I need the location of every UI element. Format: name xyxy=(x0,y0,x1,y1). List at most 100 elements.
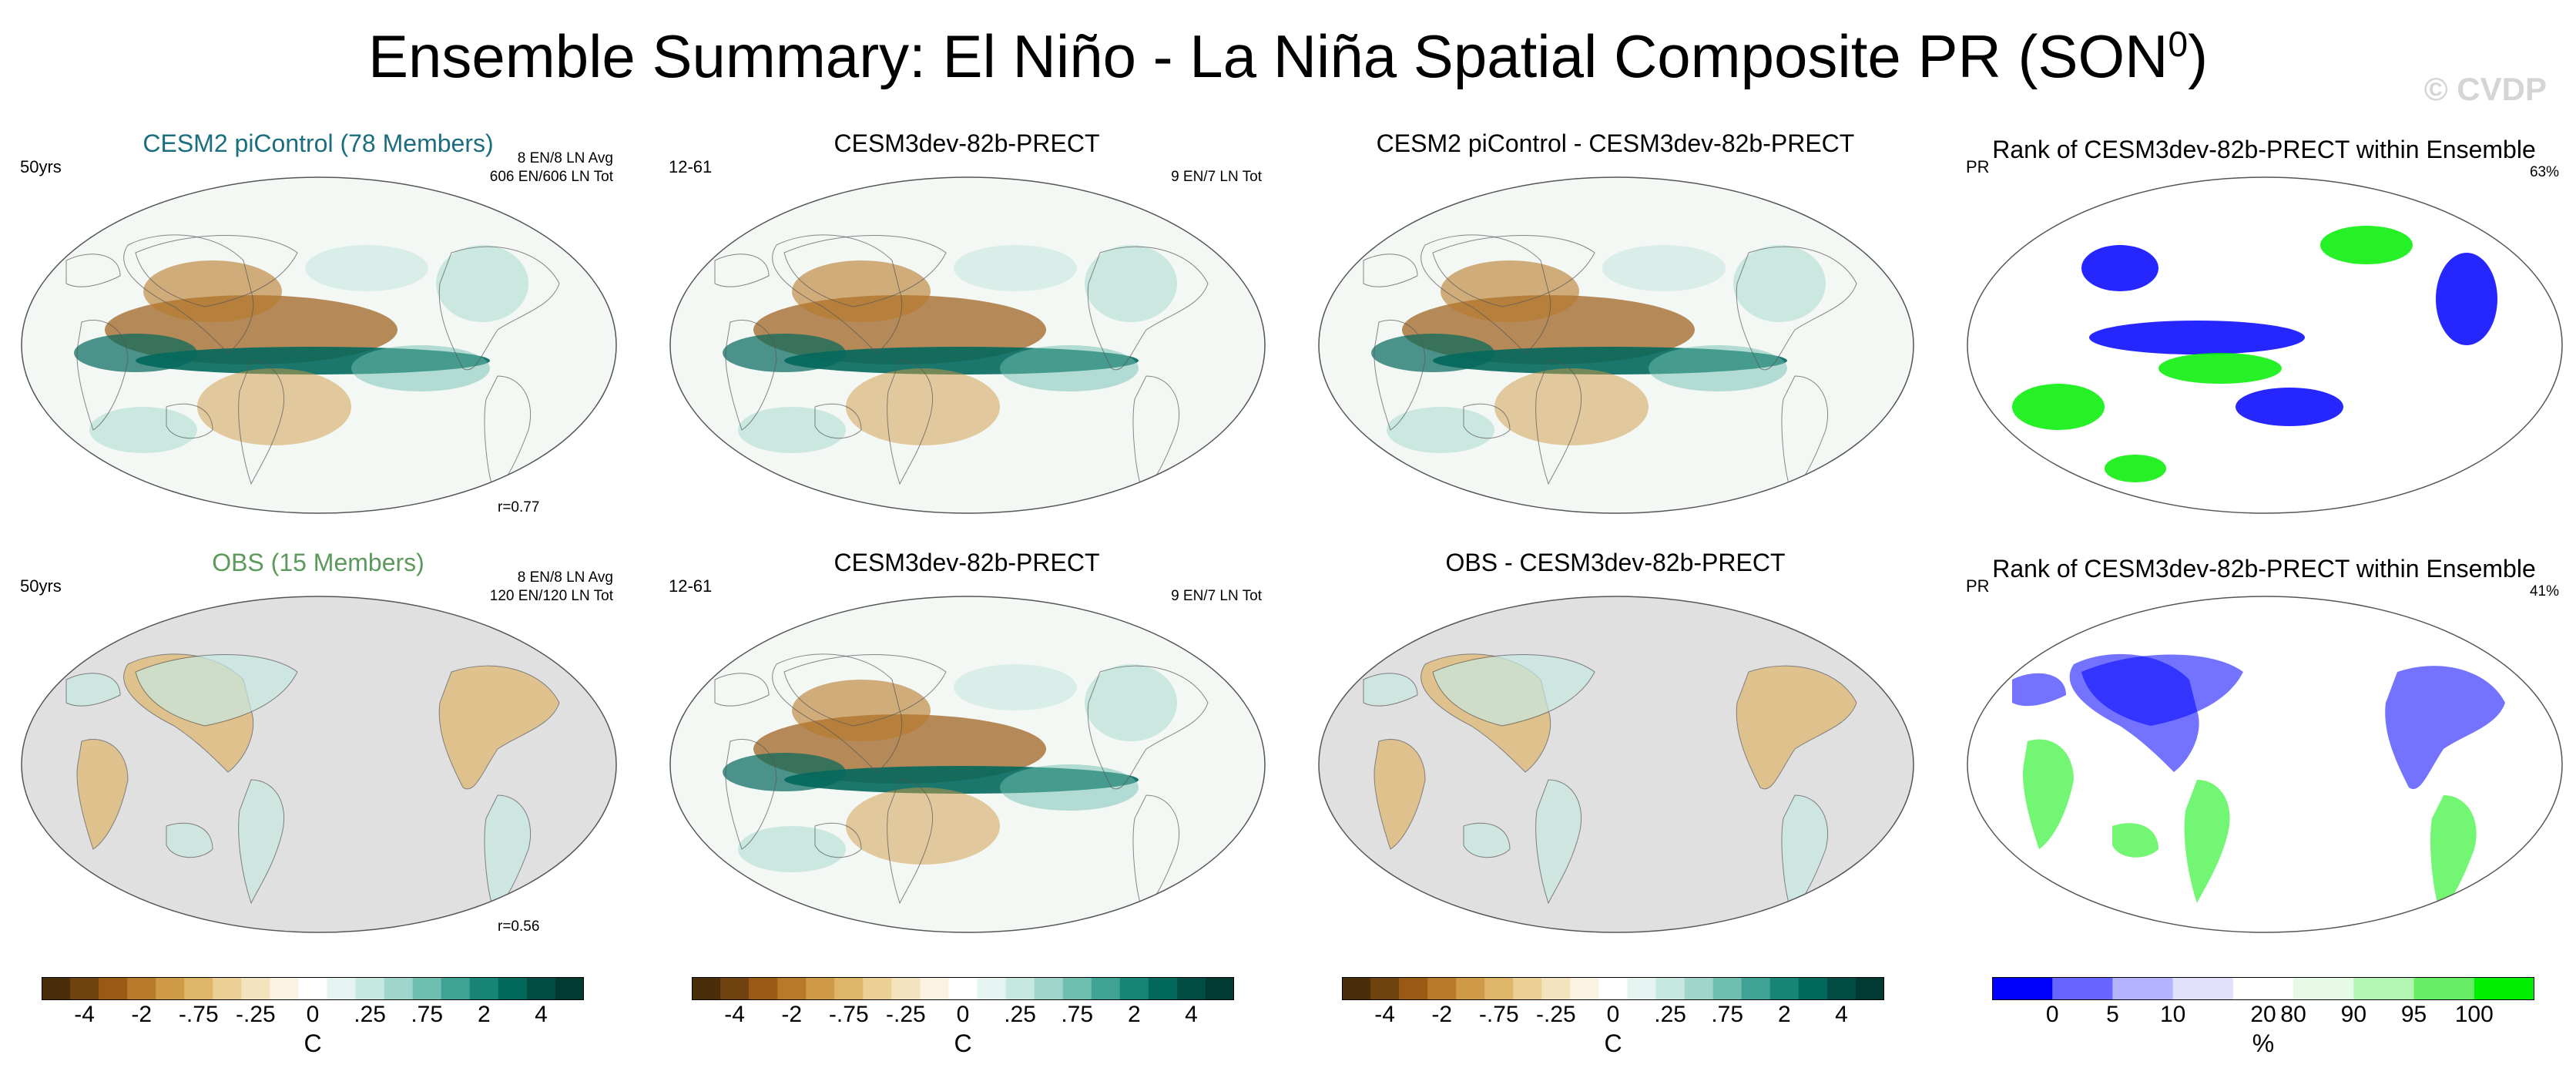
colorbar-tick-label: .25 xyxy=(1004,1002,1036,1027)
colorbar-swatch xyxy=(977,977,1007,1000)
colorbar-unit-label: C xyxy=(954,1029,972,1057)
colorbar-swatch xyxy=(1570,977,1599,1000)
colorbar-swatches xyxy=(1992,977,2534,1000)
cvdp-watermark: © CVDP xyxy=(2423,71,2547,107)
anomaly-region xyxy=(143,260,282,322)
anomaly-region xyxy=(1602,245,1726,291)
continent-outline xyxy=(438,246,560,371)
colorbar-swatch xyxy=(1034,977,1064,1000)
anomaly-region xyxy=(1494,368,1649,445)
panel-title: Rank of CESM3dev-82b-PRECT within Ensemb… xyxy=(1992,136,2536,163)
colorbar-swatch xyxy=(327,977,357,1000)
colorbar-tick-label: 4 xyxy=(1185,1002,1198,1027)
colorbar-tick-label: 95 xyxy=(2400,1002,2427,1027)
anomaly-region xyxy=(1371,334,1494,372)
anomaly-region xyxy=(1649,345,1787,391)
colorbar-tick-label: 0 xyxy=(306,1002,320,1027)
anomaly-region xyxy=(1000,764,1139,811)
global-map xyxy=(21,176,617,514)
colorbar-tick-label: 100 xyxy=(2454,1002,2494,1027)
colorbar-unit-label: % xyxy=(2252,1029,2275,1057)
colorbar-swatch xyxy=(1855,977,1884,1000)
anomaly-region xyxy=(846,368,1000,445)
colorbar-swatch xyxy=(469,977,499,1000)
colorbar-swatch xyxy=(863,977,892,1000)
colorbar-swatch xyxy=(42,977,71,1000)
colorbar-swatch xyxy=(2172,977,2234,1000)
map-border xyxy=(21,596,617,933)
colorbar-tick-label: -4 xyxy=(1374,1002,1395,1027)
anomaly-region xyxy=(723,334,846,372)
colorbar-tick-label: 20 xyxy=(2250,1002,2276,1027)
rank-land-region xyxy=(2112,823,2158,858)
map-border xyxy=(669,596,1266,933)
continent-outline xyxy=(772,653,903,773)
colorbar-tick-label: -.25 xyxy=(1536,1002,1576,1027)
continent-outline xyxy=(714,673,770,707)
colorbar-tick-label: -4 xyxy=(724,1002,745,1027)
panel-rank-row1: Rank of CESM3dev-82b-PRECT within Ensemb… xyxy=(1960,129,2568,530)
panel-cesm2-picontrol: CESM2 piControl (78 Members) 50yrs 8 EN/… xyxy=(14,129,622,530)
colorbar-swatch xyxy=(2413,977,2475,1000)
pattern-correlation-label: r=0.56 xyxy=(498,918,540,935)
colorbar-swatches xyxy=(42,977,584,1000)
rank-land-region xyxy=(2184,780,2230,903)
anomaly-region xyxy=(351,345,490,391)
rank-region xyxy=(2105,455,2166,482)
colorbar-tick-label: 0 xyxy=(956,1002,970,1027)
anomaly-region xyxy=(792,680,931,741)
colorbar-swatch xyxy=(1091,977,1121,1000)
colorbar-swatch xyxy=(526,977,556,1000)
colorbar-tick-label: .75 xyxy=(1711,1002,1744,1027)
colorbar-tick-label: 4 xyxy=(1835,1002,1848,1027)
colorbar-diverging-2: -4 -2 -.75 -.25 0 .25 .75 2 4 C xyxy=(692,977,1234,1062)
continent-outline xyxy=(166,822,213,858)
colorbar-tick-label: .25 xyxy=(354,1002,386,1027)
global-map xyxy=(669,176,1266,514)
continent-outline xyxy=(1363,254,1418,287)
rank-land-region xyxy=(2430,795,2477,911)
colorbar-swatch xyxy=(891,977,921,1000)
anomaly-region xyxy=(792,260,931,322)
panel-obs: OBS (15 Members) 50yrs 8 EN/8 LN Avg 120 … xyxy=(14,549,622,949)
colorbar-tick-label: -.25 xyxy=(236,1002,276,1027)
continent-outline xyxy=(1432,235,1595,307)
colorbar-tick-label: -.75 xyxy=(828,1002,869,1027)
panel-cesm3dev-row2: CESM3dev-82b-PRECT 12-61 9 EN/7 LN Tot xyxy=(662,549,1271,949)
anomaly-region xyxy=(197,368,351,445)
colorbar-tick-label: 0 xyxy=(2045,1002,2059,1027)
colorbar-swatch xyxy=(806,977,835,1000)
colorbar-swatch xyxy=(1769,977,1800,1000)
colorbar-swatch xyxy=(99,977,128,1000)
colorbar-diverging-3: -4 -2 -.75 -.25 0 .25 .75 2 4 C xyxy=(1342,977,1884,1062)
event-count-label: 9 EN/7 LN Tot xyxy=(1171,588,1262,604)
colorbar-tick-label: 80 xyxy=(2280,1002,2306,1027)
anomaly-region xyxy=(1733,245,1826,322)
continent-outline xyxy=(1420,234,1551,354)
colorbar-swatch xyxy=(692,977,721,1000)
continent-outline xyxy=(887,360,934,485)
colorbar-swatch xyxy=(1176,977,1206,1000)
period-label: 12-61 xyxy=(669,157,713,176)
colorbar-unit-label: C xyxy=(304,1029,322,1057)
continent-outline xyxy=(1463,403,1511,439)
rank-land-region xyxy=(2385,666,2505,789)
rank-percent-label: 63% xyxy=(2529,164,2559,180)
continent-outline xyxy=(887,779,934,905)
colorbar-swatch xyxy=(1148,977,1178,1000)
colorbar-swatch xyxy=(1513,977,1542,1000)
event-count-label: 8 EN/8 LN Avg 120 EN/120 LN Tot xyxy=(489,569,613,604)
map-border xyxy=(1318,176,1914,514)
colorbar-tick-label: -.75 xyxy=(1478,1002,1519,1027)
rank-region xyxy=(2436,253,2497,345)
map-border xyxy=(21,176,617,514)
colorbar-swatch xyxy=(1205,977,1234,1000)
global-map xyxy=(669,596,1266,933)
colorbar-swatch xyxy=(1826,977,1857,1000)
continent-outline xyxy=(725,319,777,431)
global-map xyxy=(1318,596,1914,933)
continent-outline xyxy=(1087,665,1209,790)
colorbar-swatch xyxy=(1655,977,1685,1000)
continent-outline xyxy=(438,665,560,790)
colorbar-border xyxy=(692,977,1234,1000)
